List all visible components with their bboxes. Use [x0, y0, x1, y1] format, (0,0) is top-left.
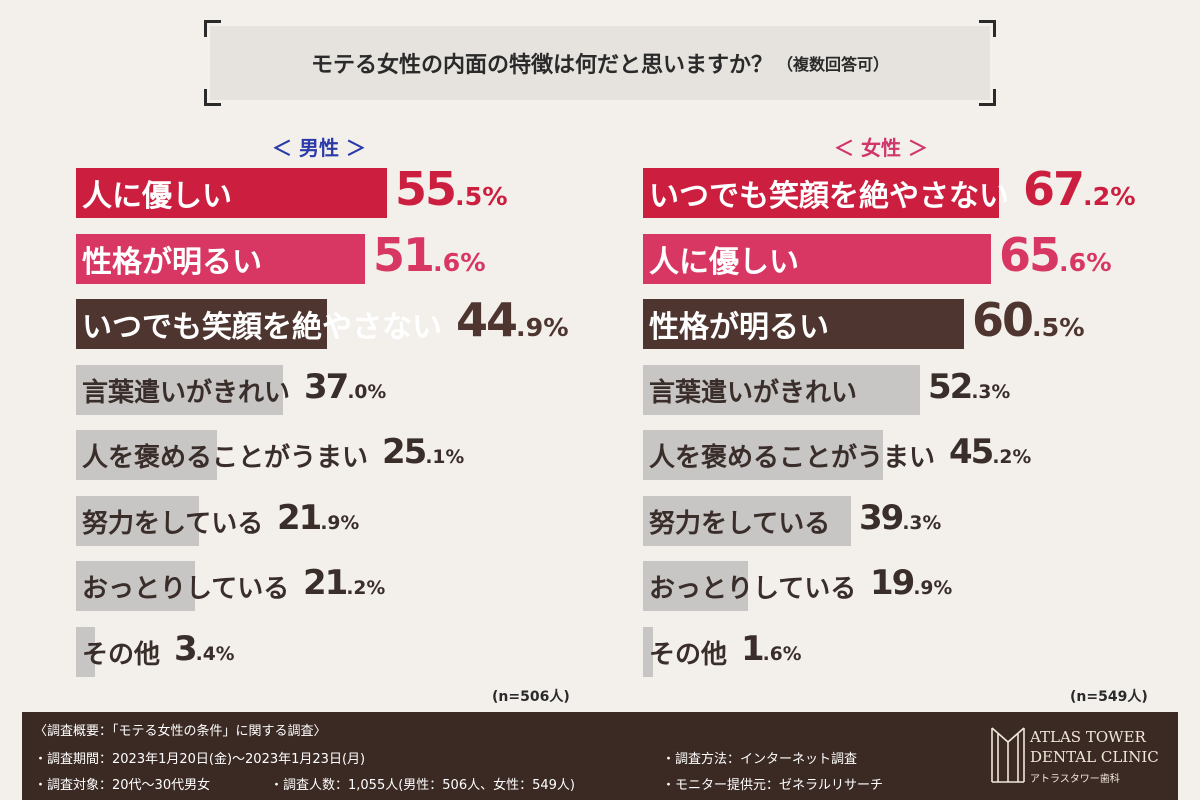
female-sample-size: (n=549人)	[1070, 689, 1148, 705]
male-sample-size: (n=506人)	[492, 689, 570, 705]
footer-period: ・調査期間：2023年1月20日(金)〜2023年1月23日(月)	[34, 752, 366, 767]
female-bar	[643, 627, 653, 677]
female-value-label: 45.2%	[949, 432, 1032, 472]
female-bar	[643, 430, 883, 480]
male-category-label: いつでも笑顔を絶やさない	[82, 310, 442, 345]
chart-title: モテる女性の内面の特徴は何だと思いますか？ （複数回答可）	[210, 26, 990, 100]
female-value-label: 65.6%	[999, 228, 1112, 282]
female-category-label: おっとりしている	[649, 573, 857, 604]
female-panel-title: ＜ 女性 ＞	[834, 136, 928, 160]
male-value-label: 21.2%	[303, 563, 386, 603]
male-bar	[76, 234, 365, 284]
male-value-label: 3.4%	[174, 629, 235, 669]
male-value-label: 21.9%	[277, 498, 360, 538]
female-bar	[643, 561, 748, 611]
footer-target: ・調査対象：20代〜30代男女	[34, 778, 211, 793]
clinic-logo: ATLAS TOWER DENTAL CLINIC アトラスタワー歯科	[988, 724, 1168, 792]
title-corner	[204, 20, 221, 37]
female-value-label: 39.3%	[859, 498, 942, 538]
female-value-label: 1.6%	[741, 629, 802, 669]
female-category-label: 人を褒めることがうまい	[649, 442, 936, 473]
female-category-label: 言葉遣いがきれい	[649, 377, 858, 408]
male-category-label: 人に優しい	[82, 179, 232, 214]
male-value-label: 44.9%	[456, 293, 569, 347]
female-category-label: 人に優しい	[649, 245, 799, 280]
male-panel-title: ＜ 男性 ＞	[272, 136, 366, 160]
footer-provider: ・モニター提供元：ゼネラルリサーチ	[662, 778, 884, 793]
female-value-label: 67.2%	[1023, 162, 1136, 216]
survey-footer: 〈調査概要：「モテる女性の条件」に関する調査〉 ・調査期間：2023年1月20日…	[22, 712, 1178, 800]
female-category-label: 努力をしている	[649, 508, 831, 539]
female-bar	[643, 496, 851, 546]
female-bar	[643, 365, 920, 415]
male-category-label: その他	[82, 639, 161, 670]
male-category-label: 言葉遣いがきれい	[82, 377, 291, 408]
male-value-label: 37.0%	[304, 367, 387, 407]
footer-heading: 〈調査概要：「モテる女性の条件」に関する調査〉	[34, 724, 327, 739]
male-bar	[76, 299, 327, 349]
title-corner	[979, 89, 996, 106]
male-value-label: 55.5%	[395, 162, 508, 216]
male-category-label: 人を褒めることがうまい	[82, 442, 369, 473]
male-category-label: おっとりしている	[82, 573, 290, 604]
logo-line-3: アトラスタワー歯科	[1030, 774, 1120, 785]
tower-logo-icon	[991, 727, 1025, 783]
title-suffix: （複数回答可）	[777, 55, 890, 74]
male-bar	[76, 365, 283, 415]
title-main: モテる女性の内面の特徴は何だと思いますか？	[310, 53, 773, 78]
title-box: モテる女性の内面の特徴は何だと思いますか？ （複数回答可）	[204, 20, 996, 106]
male-value-label: 25.1%	[382, 432, 465, 472]
footer-method: ・調査方法：インターネット調査	[662, 752, 858, 767]
male-bar	[76, 561, 195, 611]
female-value-label: 60.5%	[972, 293, 1085, 347]
male-category-label: 努力をしている	[82, 508, 264, 539]
male-bar	[76, 430, 217, 480]
female-category-label: その他	[649, 639, 728, 670]
footer-count: ・調査人数：1,055人(男性：506人、女性：549人)	[270, 778, 575, 793]
title-corner	[979, 20, 996, 37]
male-value-label: 51.6%	[373, 228, 486, 282]
female-category-label: いつでも笑顔を絶やさない	[649, 179, 1009, 214]
female-value-label: 19.9%	[870, 563, 953, 603]
male-bar	[76, 496, 199, 546]
male-bar	[76, 168, 387, 218]
male-bar	[76, 627, 95, 677]
female-bar	[643, 299, 964, 349]
male-category-label: 性格が明るい	[82, 245, 262, 280]
title-corner	[204, 89, 221, 106]
logo-line-1: ATLAS TOWER	[1030, 728, 1146, 746]
female-category-label: 性格が明るい	[649, 310, 829, 345]
female-bar	[643, 234, 991, 284]
logo-line-2: DENTAL CLINIC	[1030, 748, 1159, 766]
female-bar	[643, 168, 999, 218]
female-value-label: 52.3%	[928, 367, 1011, 407]
